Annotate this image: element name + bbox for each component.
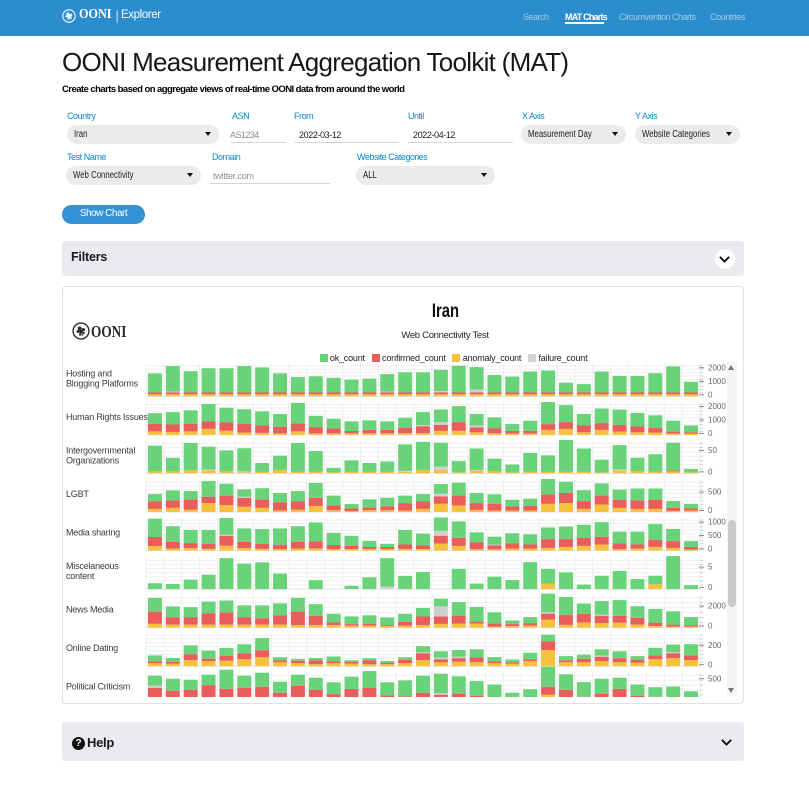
svg-text:Political Criticism: Political Criticism	[66, 682, 130, 692]
svg-text:Blogging Platforms: Blogging Platforms	[66, 378, 139, 388]
svg-text:Organizations: Organizations	[66, 455, 120, 465]
svg-text:Miscelaneous: Miscelaneous	[66, 561, 119, 571]
svg-text:500: 500	[708, 488, 722, 497]
svg-text:500: 500	[708, 674, 722, 683]
svg-text:Hosting and: Hosting and	[66, 368, 112, 378]
svg-text:LGBT: LGBT	[66, 489, 89, 499]
svg-text:500: 500	[708, 531, 722, 540]
svg-text:1000: 1000	[708, 416, 726, 425]
svg-text:0: 0	[708, 390, 713, 399]
svg-text:5: 5	[708, 563, 713, 572]
svg-text:0: 0	[708, 660, 713, 669]
svg-text:Human Rights Issues: Human Rights Issues	[66, 412, 148, 422]
svg-text:0: 0	[708, 506, 713, 515]
svg-text:0: 0	[708, 545, 713, 554]
svg-text:content: content	[66, 571, 95, 581]
svg-text:2000: 2000	[708, 363, 726, 372]
svg-text:2000: 2000	[708, 402, 726, 411]
svg-text:0: 0	[708, 468, 713, 477]
svg-text:1000: 1000	[708, 518, 726, 527]
svg-text:2000: 2000	[708, 602, 726, 611]
svg-text:Online Dating: Online Dating	[66, 643, 118, 653]
svg-text:50: 50	[708, 446, 717, 455]
svg-text:News Media: News Media	[66, 605, 114, 615]
svg-text:1000: 1000	[708, 377, 726, 386]
svg-text:200: 200	[708, 641, 722, 650]
svg-text:Intergovernmental: Intergovernmental	[66, 445, 135, 455]
svg-text:0: 0	[708, 622, 713, 631]
svg-text:Media sharing: Media sharing	[66, 528, 120, 538]
svg-text:0: 0	[708, 429, 713, 438]
svg-text:0: 0	[708, 583, 713, 592]
